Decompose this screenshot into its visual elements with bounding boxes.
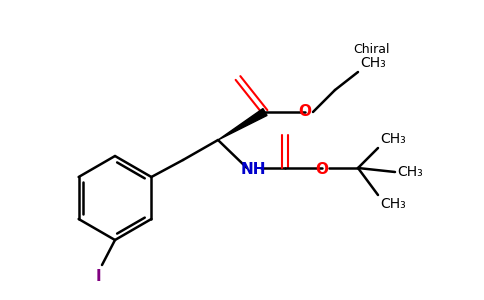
- Text: Chiral: Chiral: [353, 43, 390, 56]
- Text: CH₃: CH₃: [397, 165, 423, 179]
- Text: I: I: [95, 269, 101, 284]
- Text: O: O: [299, 103, 312, 118]
- Text: CH₃: CH₃: [380, 132, 406, 146]
- Text: CH₃: CH₃: [360, 56, 386, 70]
- Text: O: O: [316, 161, 329, 176]
- Text: CH₃: CH₃: [380, 197, 406, 211]
- Polygon shape: [218, 109, 267, 140]
- Text: NH: NH: [240, 161, 266, 176]
